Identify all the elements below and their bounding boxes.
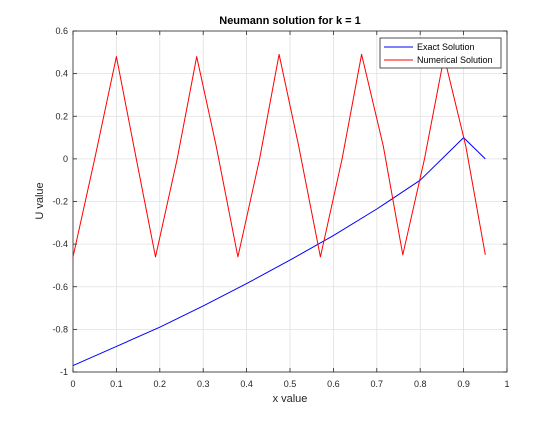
x-tick-label: 0.9 [457, 379, 470, 389]
legend-exact-solution-label: Exact Solution [417, 42, 475, 52]
x-tick-label: 1 [504, 379, 509, 389]
legend-numerical-solution-label: Numerical Solution [417, 55, 493, 65]
y-tick-label: 0.2 [55, 111, 68, 121]
y-tick-label: -0.2 [52, 197, 68, 207]
x-axis-label: x value [273, 393, 308, 405]
y-axis-label: U value [34, 182, 46, 219]
axis-ticks: 0 0.1 0.2 0.3 0.4 0.5 0.6 0.7 0.8 0.9 1 -1 -0.8 -0.6 -… [52, 26, 509, 389]
y-tick-label: 0 [63, 154, 68, 164]
x-tick-label: 0.4 [240, 379, 253, 389]
y-tick-label: -1 [60, 367, 68, 377]
x-tick-label: 0.6 [327, 379, 340, 389]
exact-solution-line [72, 137, 486, 367]
x-tick-label: 0.8 [414, 379, 427, 389]
x-tick-label: 0.2 [154, 379, 167, 389]
legend: Exact Solution Numerical Solution [379, 37, 502, 69]
legend-box [379, 37, 502, 69]
chart-title: Neumann solution for k = 1 [219, 15, 361, 27]
y-tick-label: -0.8 [52, 324, 68, 334]
x-tick-label: 0.3 [197, 379, 210, 389]
x-tick-label: 0 [70, 379, 75, 389]
y-tick-label: -0.4 [52, 239, 68, 249]
y-tick-label: 0.4 [55, 69, 68, 79]
y-tick-label: -0.6 [52, 282, 68, 292]
numerical-solution-line [72, 53, 486, 258]
x-tick-label: 0.1 [110, 379, 123, 389]
x-tick-label: 0.7 [371, 379, 384, 389]
x-tick-label: 0.5 [284, 379, 297, 389]
series-lines [72, 53, 486, 367]
y-tick-label: 0.6 [55, 26, 68, 36]
